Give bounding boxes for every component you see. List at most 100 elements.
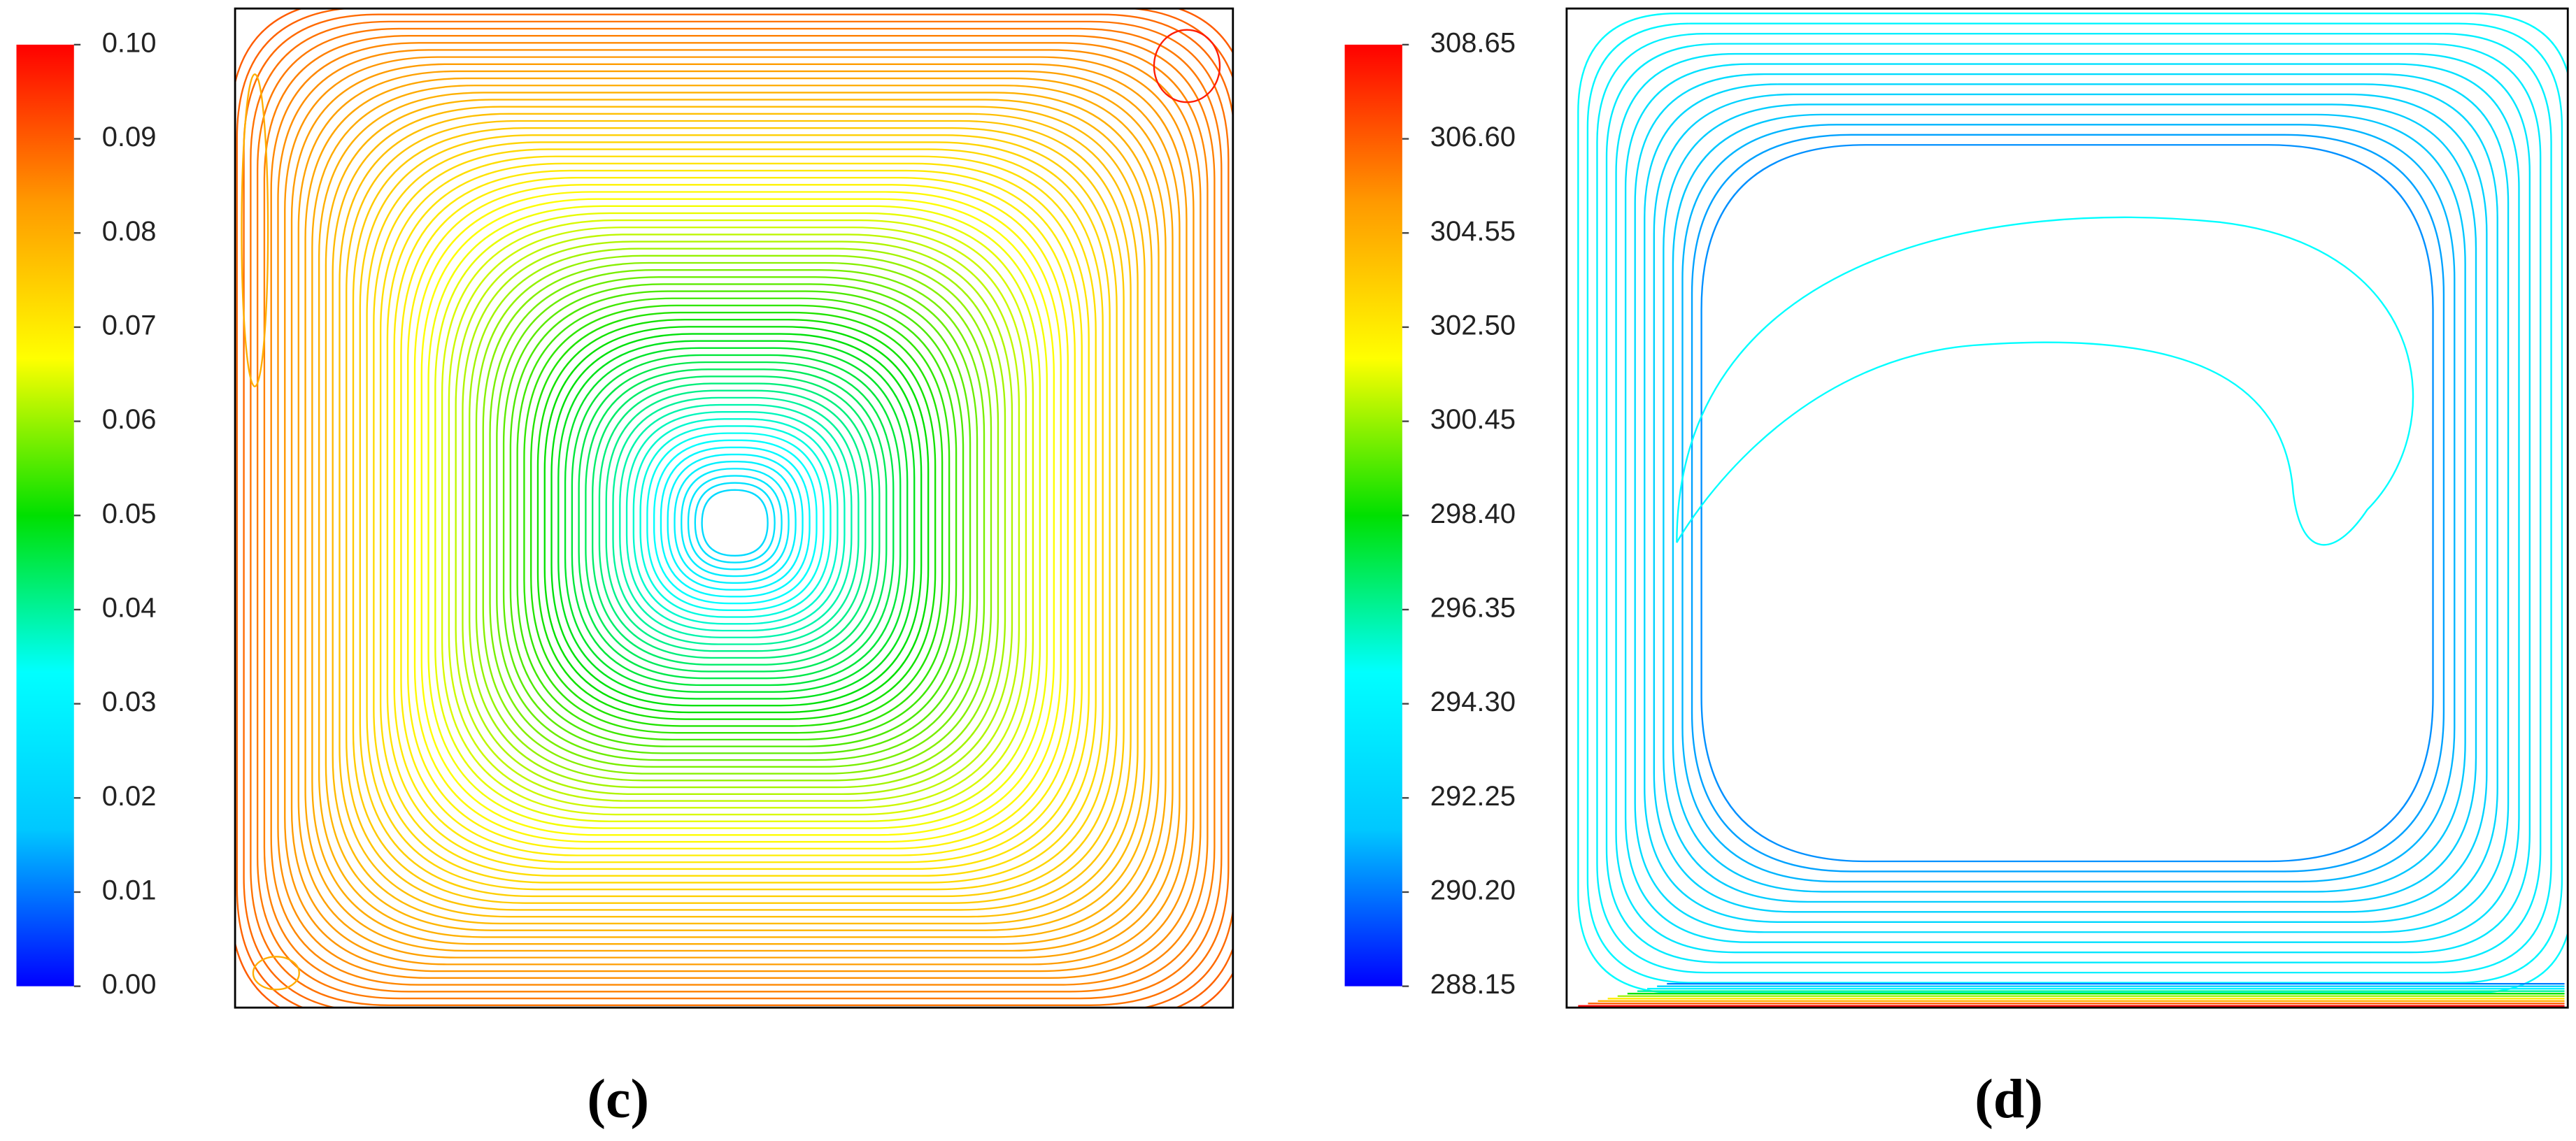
contour-line <box>646 432 825 611</box>
contour-line <box>475 254 999 782</box>
contour-line <box>1624 63 2520 943</box>
colorbar-tick-label: 304.55 <box>1430 216 1516 247</box>
contour-line <box>632 418 839 625</box>
contour-line <box>509 290 965 747</box>
contour-line <box>318 92 1160 938</box>
contour-line <box>393 169 1083 863</box>
colorbar-tick-label: 296.35 <box>1430 592 1516 623</box>
contour-line <box>612 396 860 645</box>
contour-line <box>1691 134 2445 873</box>
contour-line <box>241 73 269 387</box>
colorbar-tick-label: 298.40 <box>1430 498 1516 529</box>
contour-line <box>536 319 937 720</box>
contour-line <box>496 276 979 761</box>
colorbar <box>1344 44 1402 986</box>
plot-frame <box>234 7 1234 1009</box>
contour-line <box>516 297 958 741</box>
contour-line <box>236 8 1233 1008</box>
colorbar-tick-label: 0.10 <box>102 27 157 58</box>
contour-line <box>1577 13 2568 994</box>
contour-line <box>694 482 776 564</box>
contour-line <box>1644 83 2498 923</box>
contour-line <box>489 268 985 768</box>
contour-line <box>502 283 972 754</box>
contour-line <box>543 326 930 714</box>
colorbar-tick-label: 0.03 <box>102 687 157 717</box>
contour-line <box>701 489 769 557</box>
contour-line <box>311 85 1167 945</box>
colorbar-tick-label: 0.04 <box>102 592 157 623</box>
contour-line <box>1596 32 2552 974</box>
contour-line <box>413 191 1062 843</box>
contour-line <box>420 198 1055 836</box>
colorbar-tick-label: 0.06 <box>102 404 157 435</box>
colorbar-tick-label: 300.45 <box>1430 404 1516 435</box>
contour-line <box>585 368 888 673</box>
contour-line <box>400 177 1076 856</box>
contour-line <box>550 333 923 707</box>
contour-line <box>359 134 1118 898</box>
colorbar-tick-label: 0.09 <box>102 122 157 152</box>
contour-line <box>379 155 1097 877</box>
colorbar-tick-label: 288.15 <box>1430 969 1516 1000</box>
colorbar-tick-label: 290.20 <box>1430 875 1516 906</box>
contour-line <box>332 106 1146 925</box>
contour-line <box>625 410 846 632</box>
contour-line <box>235 8 1233 1008</box>
contour-line <box>339 113 1139 918</box>
contour-line <box>1681 124 2456 883</box>
colorbar-tick-label: 0.01 <box>102 875 157 906</box>
colorbar <box>16 44 74 986</box>
contour-line <box>1653 93 2488 913</box>
colorbar-tick-label: 0.07 <box>102 310 157 340</box>
contour-line <box>523 304 951 734</box>
contour-line <box>1700 144 2434 863</box>
contour-line <box>564 347 909 693</box>
colorbar-tick-label: 0.08 <box>102 216 157 247</box>
contour-lines <box>235 8 1233 1008</box>
contour-line <box>1153 29 1221 103</box>
contour-line <box>681 468 790 577</box>
contour-line <box>667 453 804 591</box>
contour-line <box>427 205 1048 829</box>
contour-line <box>687 475 783 570</box>
contour-line <box>243 13 1233 1008</box>
contour-line <box>252 956 300 991</box>
contour-line <box>1676 216 2414 546</box>
contour-line <box>469 247 1006 789</box>
contour-lines <box>1577 13 2568 1007</box>
colorbar-tick-label: 306.60 <box>1430 122 1516 152</box>
contour-line <box>653 439 818 605</box>
contour-line <box>277 49 1202 979</box>
contour-line <box>660 446 811 598</box>
colorbar-tick-label: 302.50 <box>1430 310 1516 340</box>
contour-line <box>578 361 895 680</box>
contour-line <box>346 120 1132 911</box>
contour-line <box>407 184 1069 849</box>
contour-line <box>366 141 1111 891</box>
contour-line <box>270 42 1209 986</box>
contour-line <box>639 425 832 618</box>
contour-line <box>1663 103 2477 903</box>
contour-line <box>325 99 1153 931</box>
contour-line <box>1634 73 2510 933</box>
contour-line <box>386 162 1090 870</box>
colorbar-tick-label: 0.00 <box>102 969 157 1000</box>
contour-line <box>284 56 1195 973</box>
colorbar-tick-label: 0.05 <box>102 498 157 529</box>
contour-line <box>482 261 992 775</box>
contour-line <box>598 382 874 659</box>
contour-line <box>674 461 797 584</box>
colorbar-tick-label: 308.65 <box>1430 27 1516 58</box>
contour-line <box>571 354 902 687</box>
contour-line <box>304 77 1174 952</box>
contour-line <box>1586 22 2563 984</box>
contour-line <box>1605 43 2542 963</box>
contour-line <box>297 70 1181 959</box>
contour-line <box>462 241 1013 795</box>
contour-line <box>441 219 1034 816</box>
contour-line <box>290 63 1188 966</box>
plot-frame <box>1565 7 2569 1009</box>
